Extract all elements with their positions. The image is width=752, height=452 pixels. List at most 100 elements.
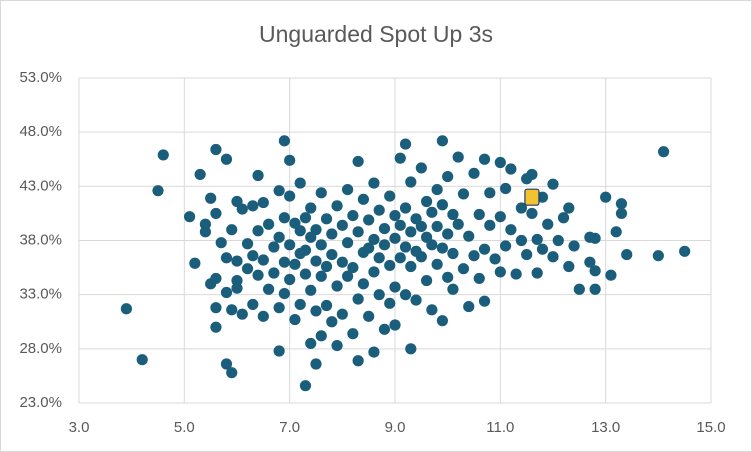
point xyxy=(363,242,375,254)
point xyxy=(468,250,480,262)
point xyxy=(547,251,559,263)
point xyxy=(431,258,443,270)
point xyxy=(352,226,364,238)
point xyxy=(473,272,485,285)
point xyxy=(589,265,601,277)
point xyxy=(252,169,264,182)
point xyxy=(257,196,269,209)
point xyxy=(120,303,132,315)
point xyxy=(436,135,448,147)
point xyxy=(478,153,491,165)
point xyxy=(299,380,312,392)
point xyxy=(336,308,348,320)
point xyxy=(431,183,443,196)
point xyxy=(421,274,433,287)
x-tick-label: 11.0 xyxy=(486,419,514,436)
point xyxy=(426,239,438,251)
point xyxy=(252,269,264,281)
point xyxy=(384,297,396,309)
point xyxy=(452,218,464,230)
point xyxy=(299,268,312,280)
point xyxy=(478,243,491,255)
point xyxy=(273,345,285,357)
point xyxy=(305,202,317,214)
point xyxy=(405,343,417,355)
point xyxy=(378,239,391,251)
point xyxy=(415,162,427,174)
point xyxy=(531,267,543,279)
point xyxy=(615,207,628,220)
point xyxy=(615,198,628,210)
point xyxy=(368,177,380,189)
point xyxy=(521,248,533,261)
point xyxy=(310,358,322,370)
point xyxy=(278,256,290,268)
point xyxy=(310,305,322,317)
point xyxy=(315,330,327,342)
point xyxy=(389,281,401,293)
point xyxy=(368,346,380,358)
point xyxy=(415,220,427,233)
point xyxy=(278,212,290,224)
point xyxy=(347,261,359,274)
point xyxy=(426,206,438,218)
point xyxy=(552,234,564,247)
point xyxy=(226,367,238,379)
point xyxy=(468,167,480,179)
point xyxy=(510,268,522,280)
point xyxy=(210,321,222,333)
point xyxy=(326,248,338,261)
point xyxy=(447,283,459,295)
point xyxy=(189,257,201,269)
point xyxy=(284,273,296,286)
point xyxy=(405,176,417,188)
point xyxy=(457,263,470,275)
point xyxy=(494,156,506,169)
point xyxy=(679,245,691,257)
point xyxy=(384,259,396,272)
point xyxy=(405,226,417,238)
point xyxy=(500,182,512,195)
point xyxy=(652,250,664,262)
point xyxy=(342,270,354,282)
point xyxy=(442,271,454,283)
point xyxy=(299,212,312,224)
point xyxy=(658,146,670,158)
point xyxy=(547,178,559,190)
highlight-point xyxy=(524,188,540,206)
point xyxy=(273,302,285,314)
point xyxy=(526,207,538,220)
point xyxy=(226,304,238,316)
x-tick-label: 9.0 xyxy=(385,419,406,436)
x-tick-label: 5.0 xyxy=(174,419,195,436)
point xyxy=(205,192,217,204)
x-tick-label: 13.0 xyxy=(591,419,620,436)
point xyxy=(352,293,364,305)
point xyxy=(589,232,601,244)
y-tick-label: 53.0% xyxy=(19,69,62,86)
point xyxy=(210,143,222,156)
x-tick-label: 15.0 xyxy=(696,419,725,436)
point xyxy=(268,241,280,253)
point xyxy=(463,300,475,313)
point xyxy=(310,255,322,267)
point xyxy=(526,168,538,181)
y-tick-label: 28.0% xyxy=(19,340,62,357)
point xyxy=(236,203,248,215)
point xyxy=(241,263,254,275)
point xyxy=(515,202,528,214)
point xyxy=(573,283,585,295)
point xyxy=(294,298,306,311)
point xyxy=(263,283,275,295)
point xyxy=(399,289,412,301)
point xyxy=(194,168,206,181)
point xyxy=(184,211,196,223)
point xyxy=(536,243,549,255)
point xyxy=(447,208,459,221)
point xyxy=(284,154,296,166)
point xyxy=(247,200,259,212)
point xyxy=(494,266,506,278)
point xyxy=(226,224,238,236)
point xyxy=(436,199,448,211)
